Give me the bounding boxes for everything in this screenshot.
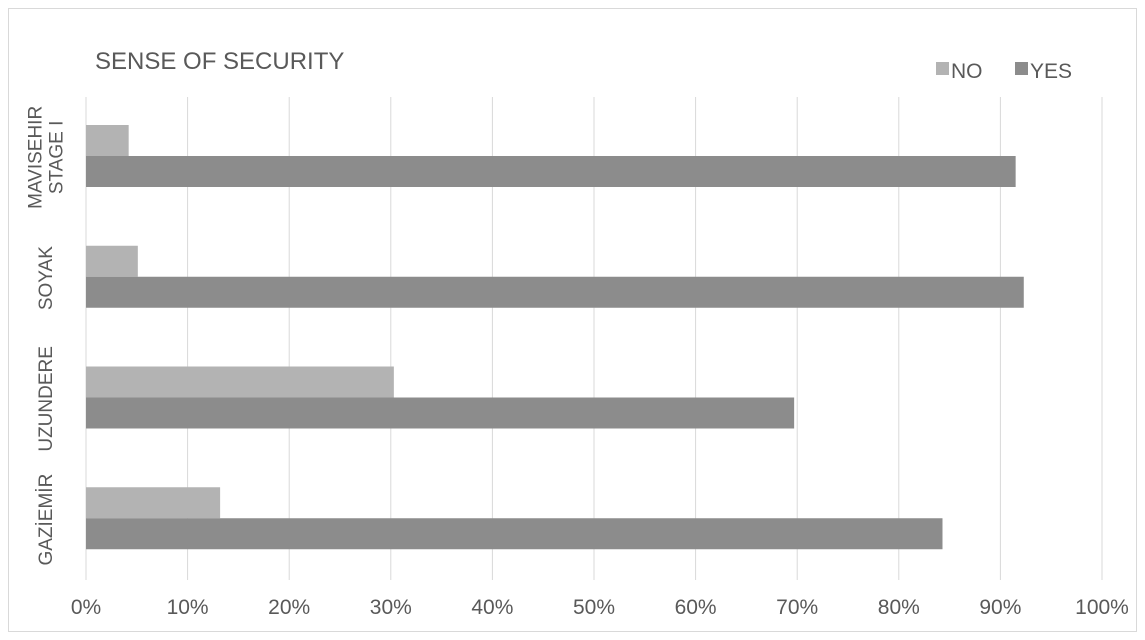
category-label-line: UZUNDERE — [36, 346, 57, 452]
x-tick-label: 50% — [573, 596, 615, 619]
category-labels: MAVISEHIR STAGE I SOYAK UZUNDERE GAZİEMİR — [26, 106, 68, 566]
bar-no-3 — [86, 487, 221, 519]
x-tick-label: 40% — [471, 596, 513, 619]
x-tick-label: 10% — [167, 596, 209, 619]
bar-yes-0 — [86, 156, 1016, 187]
bars — [86, 125, 1024, 550]
category-label-line: SOYAK — [36, 246, 57, 310]
bar-no-0 — [86, 125, 129, 156]
bar-no-1 — [86, 245, 138, 277]
x-axis-ticks: 0% 10% 20% 30% 40% 50% 60% 70% 80% 90% 100% — [71, 596, 1129, 619]
x-tick-label: 0% — [71, 596, 101, 619]
x-tick-label: 20% — [268, 596, 310, 619]
bar-yes-2 — [86, 397, 795, 429]
category-label-line: STAGE I — [47, 121, 68, 195]
bar-yes-1 — [86, 276, 1024, 308]
legend-swatch-yes — [1015, 62, 1028, 75]
category-label-line: MAVISEHIR — [26, 106, 47, 209]
category-label: UZUNDERE — [36, 346, 57, 452]
category-label: GAZİEMİR — [36, 474, 57, 566]
x-tick-label: 30% — [370, 596, 412, 619]
category-label-line: GAZİEMİR — [36, 474, 57, 566]
legend: NO YES — [936, 60, 1072, 83]
bar-no-2 — [86, 366, 394, 398]
category-label: SOYAK — [36, 246, 57, 310]
x-tick-label: 100% — [1075, 596, 1129, 619]
legend-swatch-no — [936, 62, 949, 75]
x-tick-label: 60% — [675, 596, 717, 619]
bar-yes-3 — [86, 518, 943, 550]
legend-label-yes: YES — [1030, 60, 1072, 83]
legend-label-no: NO — [951, 60, 983, 83]
x-tick-label: 90% — [979, 596, 1021, 619]
chart-title: SENSE OF SECURITY — [95, 48, 344, 75]
category-label: MAVISEHIR STAGE I — [26, 106, 68, 209]
x-tick-label: 70% — [776, 596, 818, 619]
x-tick-label: 80% — [878, 596, 920, 619]
